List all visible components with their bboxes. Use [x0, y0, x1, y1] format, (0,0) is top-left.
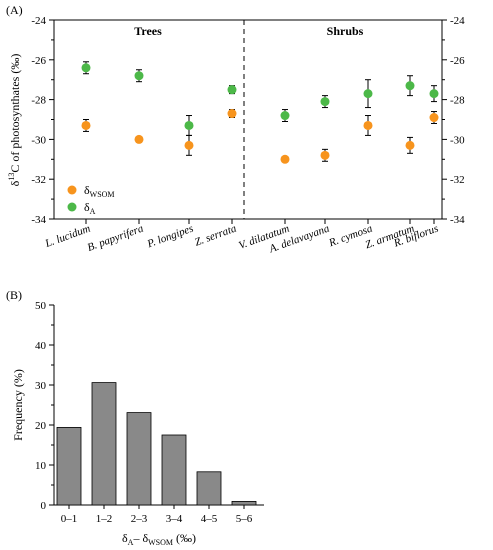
- b-y-tick-label-3: 30: [35, 380, 47, 392]
- point-s1-4: [280, 111, 290, 121]
- point-s1-8: [429, 89, 439, 99]
- y-tick-label-right-5: -24: [450, 15, 465, 27]
- group-label-trees: Trees: [134, 24, 162, 38]
- panel-b-x-axis-label: δA– δWSOM (‰): [122, 531, 196, 547]
- y-tick-label-right-0: -34: [450, 214, 465, 226]
- point-s1-5: [320, 97, 330, 107]
- y-tick-label-left-3: -28: [31, 95, 46, 107]
- panel-a-points: [81, 61, 439, 164]
- b-x-tick-label-3: 3–4: [166, 513, 183, 525]
- b-y-tick-label-4: 40: [35, 340, 47, 352]
- point-s0-4: [280, 154, 290, 164]
- y-tick-label-right-1: -32: [450, 174, 465, 186]
- point-s0-0: [81, 120, 91, 130]
- point-s1-1: [134, 71, 144, 81]
- point-s0-2: [184, 140, 194, 150]
- group-label-shrubs: Shrubs: [327, 24, 364, 38]
- bar-3: [161, 434, 187, 506]
- bar-2: [126, 412, 152, 506]
- panel-a-y-ticks-right: -34 -32 -30 -28 -26 -24: [442, 15, 465, 226]
- x-tick-label-0: L. lucidum: [43, 223, 92, 251]
- panel-a-y-axis-label: δ13C of photosynthates (‰): [7, 54, 22, 187]
- x-tick-label-3: Z. serrata: [193, 222, 238, 248]
- point-s0-5: [320, 150, 330, 160]
- y-tick-label-left-0: -34: [31, 214, 46, 226]
- y-tick-label-left-4: -26: [31, 55, 46, 67]
- legend-marker-wsom: [67, 185, 77, 195]
- b-x-tick-label-5: 5–6: [236, 513, 253, 525]
- bar-4: [196, 471, 222, 506]
- panel-b-label: (B): [6, 288, 22, 302]
- point-s0-7: [405, 140, 415, 150]
- legend-marker-a: [67, 202, 77, 212]
- point-s1-3: [227, 85, 237, 95]
- bar-0: [56, 426, 82, 506]
- b-y-tick-label-2: 20: [35, 420, 47, 432]
- legend-label-a: δA: [84, 200, 96, 216]
- b-x-tick-label-0: 0–1: [61, 513, 78, 525]
- point-s1-2: [184, 120, 194, 130]
- panel-b-y-axis-label: Frequency (%): [11, 369, 25, 441]
- y-tick-label-right-3: -28: [450, 95, 465, 107]
- point-s1-6: [363, 89, 373, 99]
- panel-a-y-ticks-left: -34 -32 -30 -28 -26 -24: [31, 15, 54, 226]
- b-x-tick-label-2: 2–3: [131, 513, 148, 525]
- point-s1-0: [81, 63, 91, 73]
- x-tick-label-1: B. papyrifera: [86, 222, 146, 254]
- point-s0-3: [227, 109, 237, 119]
- bar-1: [91, 382, 117, 506]
- point-s0-1: [134, 134, 144, 144]
- b-y-tick-label-0: 0: [41, 500, 47, 512]
- y-tick-label-right-4: -26: [450, 55, 465, 67]
- y-tick-label-left-1: -32: [31, 174, 46, 186]
- panel-a-label: (A): [6, 3, 23, 17]
- y-tick-label-left-2: -30: [31, 134, 46, 146]
- x-tick-label-2: P. longipes: [145, 223, 195, 251]
- point-s0-8: [429, 113, 439, 123]
- bar-5: [231, 500, 257, 506]
- point-s0-6: [363, 120, 373, 130]
- y-tick-label-left-5: -24: [31, 15, 46, 27]
- b-y-tick-label-1: 10: [35, 460, 47, 472]
- b-y-tick-label-5: 50: [35, 300, 47, 312]
- panel-b-y-ticks: 0 10 20 30 40 50: [35, 300, 54, 512]
- legend-label-wsom: δWSOM: [84, 183, 115, 199]
- y-tick-label-right-2: -30: [450, 134, 465, 146]
- b-x-tick-label-1: 1–2: [96, 513, 113, 525]
- b-x-tick-label-4: 4–5: [201, 513, 218, 525]
- panel-b-bars: 0–1 1–2 2–3 3–4 4–5 5–6: [56, 382, 257, 525]
- point-s1-7: [405, 81, 415, 91]
- panel-a-legend: δWSOM δA: [67, 183, 115, 216]
